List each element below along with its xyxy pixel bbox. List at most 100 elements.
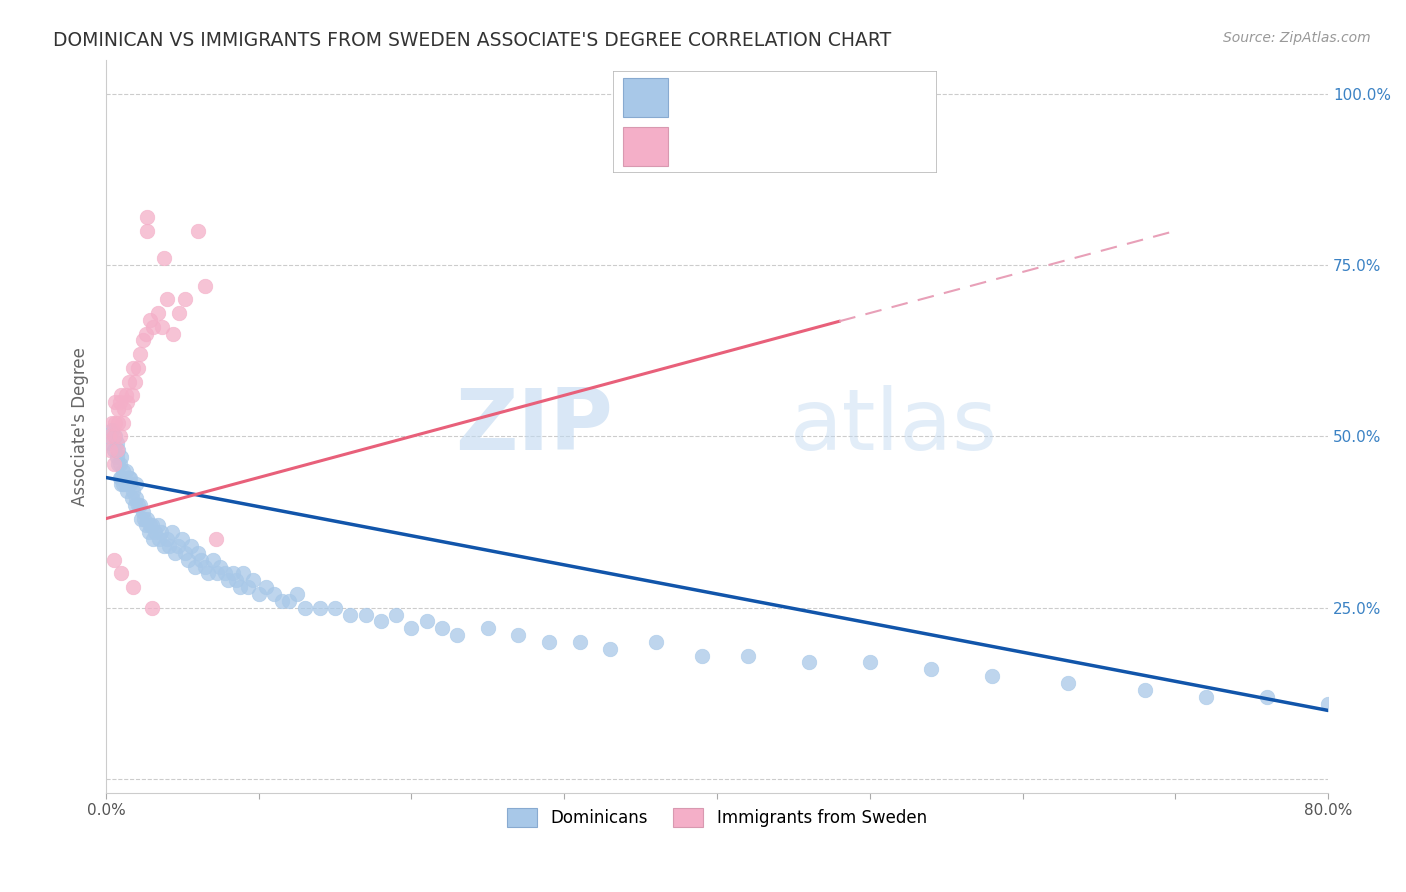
Point: [112, 402, 135, 417]
Point: [129, 511, 152, 525]
Point: [1256, 690, 1278, 704]
Point: [103, 457, 125, 471]
Point: [477, 621, 499, 635]
Point: [201, 552, 224, 566]
Point: [118, 375, 141, 389]
Point: [153, 252, 176, 266]
Point: [117, 395, 139, 409]
Point: [981, 669, 1004, 683]
Point: [354, 607, 377, 622]
Point: [568, 635, 591, 649]
Point: [111, 464, 134, 478]
Point: [118, 477, 141, 491]
Point: [127, 498, 149, 512]
Point: [114, 388, 136, 402]
Point: [131, 505, 153, 519]
Point: [242, 574, 264, 588]
Point: [446, 628, 468, 642]
Point: [107, 416, 129, 430]
Point: [108, 457, 131, 471]
Point: [117, 484, 139, 499]
Point: [108, 470, 131, 484]
Point: [645, 635, 668, 649]
Point: [103, 443, 125, 458]
Point: [187, 224, 209, 238]
Point: [110, 477, 132, 491]
Point: [1317, 697, 1340, 711]
Point: [122, 484, 145, 499]
Point: [138, 525, 160, 540]
Text: atlas: atlas: [790, 384, 998, 467]
Point: [190, 552, 212, 566]
Point: [136, 210, 159, 224]
Point: [430, 621, 453, 635]
Point: [149, 525, 172, 540]
Point: [146, 306, 169, 320]
Point: [174, 293, 197, 307]
Point: [339, 607, 361, 622]
Point: [172, 532, 194, 546]
Text: ZIP: ZIP: [456, 384, 613, 467]
Point: [385, 607, 408, 622]
Point: [285, 587, 308, 601]
Y-axis label: Associate's Degree: Associate's Degree: [72, 347, 89, 506]
Point: [105, 443, 128, 458]
Point: [599, 641, 621, 656]
Point: [207, 566, 229, 581]
Point: [797, 656, 820, 670]
Point: [278, 594, 301, 608]
Point: [108, 429, 131, 443]
Point: [920, 662, 942, 676]
Point: [101, 416, 124, 430]
Point: [142, 319, 165, 334]
Point: [105, 436, 128, 450]
Point: [108, 395, 131, 409]
Point: [270, 594, 292, 608]
Point: [141, 518, 163, 533]
Point: [121, 388, 143, 402]
Point: [125, 477, 148, 491]
Point: [1195, 690, 1218, 704]
Point: [120, 477, 142, 491]
Point: [114, 464, 136, 478]
Point: [156, 293, 179, 307]
Point: [177, 552, 200, 566]
Point: [143, 525, 166, 540]
Point: [236, 580, 259, 594]
Point: [153, 539, 176, 553]
Point: [217, 574, 239, 588]
Point: [222, 566, 245, 581]
Point: [139, 518, 162, 533]
Point: [110, 566, 132, 581]
Point: [162, 326, 184, 341]
Point: [112, 470, 135, 484]
Point: [122, 580, 145, 594]
Point: [247, 587, 270, 601]
Point: [127, 360, 149, 375]
Point: [508, 628, 530, 642]
Point: [136, 224, 159, 238]
Point: [100, 443, 122, 458]
Point: [103, 552, 125, 566]
Point: [107, 402, 129, 417]
Point: [401, 621, 423, 635]
Point: [105, 450, 128, 464]
Point: [152, 319, 174, 334]
Point: [1057, 676, 1080, 690]
Point: [110, 470, 132, 484]
Point: [104, 429, 127, 443]
Point: [232, 566, 254, 581]
Point: [110, 450, 132, 464]
Point: [167, 306, 190, 320]
Text: Source: ZipAtlas.com: Source: ZipAtlas.com: [1223, 31, 1371, 45]
Point: [104, 416, 127, 430]
Point: [142, 532, 165, 546]
Point: [135, 326, 157, 341]
Point: [107, 457, 129, 471]
Point: [205, 532, 228, 546]
Point: [156, 532, 179, 546]
Point: [111, 416, 134, 430]
Point: [294, 600, 316, 615]
Point: [114, 477, 136, 491]
Point: [263, 587, 285, 601]
